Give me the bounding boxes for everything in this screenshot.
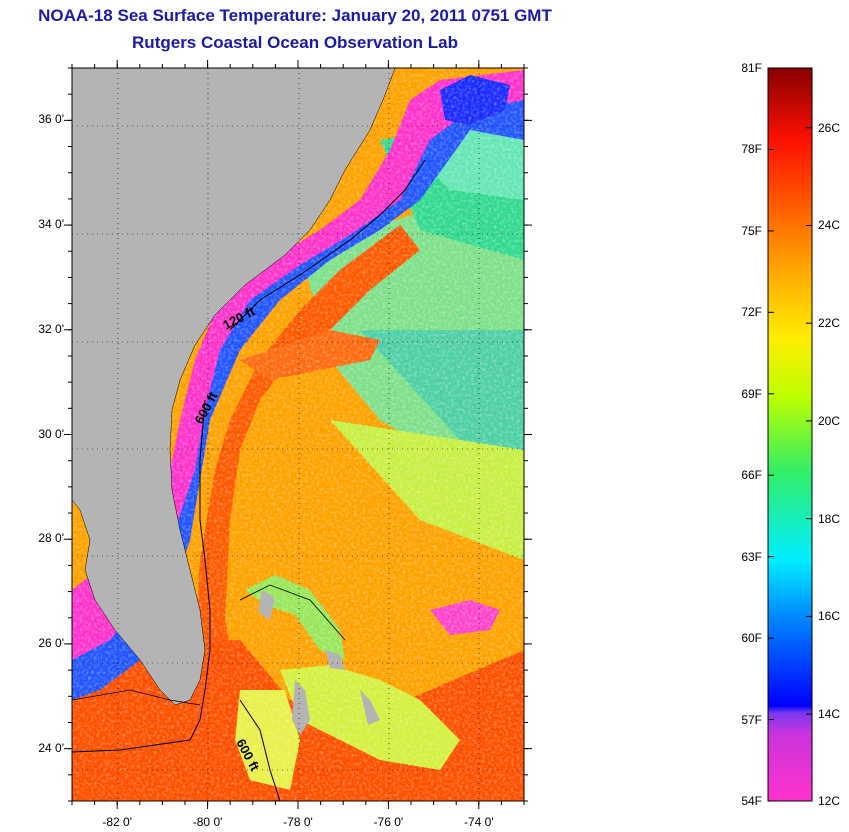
colorbar-f-label: 81F xyxy=(741,61,762,75)
colorbar-f-label: 78F xyxy=(741,142,762,157)
lat-tick-label: 30 0' xyxy=(38,426,64,441)
colorbar-c-label: 24C xyxy=(818,218,841,233)
lat-tick-label: 28 0' xyxy=(38,531,64,546)
lat-tick-label: 36 0' xyxy=(38,112,64,127)
colorbar-f-label: 72F xyxy=(741,305,762,320)
colorbar-c-label: 26C xyxy=(818,120,841,135)
sst-image xyxy=(72,68,524,801)
lon-tick-label: -74 0' xyxy=(463,815,494,829)
colorbar-c-label: 22C xyxy=(818,316,841,331)
map-title: NOAA-18 Sea Surface Temperature: January… xyxy=(38,6,552,25)
colorbar-f-label: 75F xyxy=(741,223,762,238)
colorbar-f-label: 63F xyxy=(741,549,762,564)
contour-600ft xyxy=(72,399,211,753)
lat-tick-label: 32 0' xyxy=(38,321,64,336)
lon-tick-label: -82 0' xyxy=(102,815,133,829)
colorbar-c-label: 14C xyxy=(818,707,841,722)
colorbar-f-label: 57F xyxy=(741,712,762,727)
colorbar-c-label: 18C xyxy=(818,511,841,526)
colorbar-f-label: 66F xyxy=(741,468,762,483)
colorbar-f-label: 69F xyxy=(741,386,762,401)
lat-tick-label: 26 0' xyxy=(38,635,64,650)
contour-120ft xyxy=(229,159,426,331)
lat-tick-label: 24 0' xyxy=(38,740,64,755)
colorbar-c-label: 16C xyxy=(818,609,841,624)
colorbar-ticks xyxy=(768,67,812,802)
lat-tick-label: 34 0' xyxy=(38,217,64,232)
colorbar xyxy=(767,67,813,802)
lon-tick-label: -78 0' xyxy=(283,815,313,829)
colorbar-c-label: 20C xyxy=(818,413,841,428)
lon-tick-label: -76 0' xyxy=(373,815,404,829)
axis-ticks xyxy=(64,60,532,809)
graticule xyxy=(72,68,524,801)
colorbar-f-label: 60F xyxy=(741,631,762,646)
map-subtitle: Rutgers Coastal Ocean Observation Lab xyxy=(132,33,458,52)
colorbar-c-label: 12C xyxy=(818,794,841,808)
lon-tick-label: -80 0' xyxy=(192,815,223,829)
colorbar-f-label: 54F xyxy=(741,794,762,808)
land-mainland xyxy=(72,68,396,706)
